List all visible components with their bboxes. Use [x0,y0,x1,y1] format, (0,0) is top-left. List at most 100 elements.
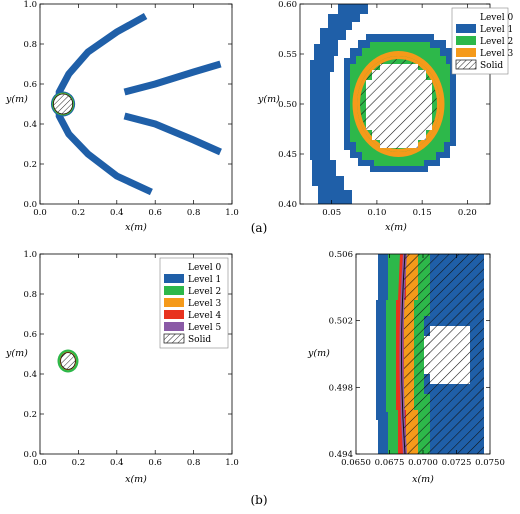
legend-swatch [164,286,184,295]
legend-label: Level 1 [188,275,221,285]
x-tick-label: 0.6 [148,208,162,218]
legend-label: Level 0 [188,263,221,273]
y-tick-label: 0.498 [329,383,353,393]
level1-band [123,60,222,96]
level1-region [310,4,368,204]
axis-ticks: 0.0650 0.0675 0.0700 0.0725 0.0750 0.494 0.498… [329,250,505,468]
x-axis-label: x(m) [385,222,407,233]
y-tick-label: 0.6 [23,80,37,90]
plot-frame [39,253,233,455]
panel-a-left: 0.0 0.2 0.4 0.6 0.8 1.0 0.0 0.2 0.4 0.6 0.8 1.0 x(m… [5,0,239,233]
x-tick-label: 0.15 [413,208,432,218]
level1-band [123,112,222,156]
y-tick-label: 0.60 [278,0,297,10]
legend-label: Level 2 [480,37,513,47]
y-tick-label: 0.506 [329,250,353,260]
x-tick-label: 0.0750 [475,458,505,468]
legend-label: Level 5 [188,323,221,333]
y-tick-label: 0.50 [278,100,297,110]
axis-ticks: 0.0 0.2 0.4 0.6 0.8 1.0 0.0 0.2 0.4 0.6 0.8 1.0 [23,250,238,468]
x-tick-label: 0.0675 [375,458,405,468]
panel-b-right: 0.0650 0.0675 0.0700 0.0725 0.0750 0.494 0.498… [307,250,505,485]
legend-swatch [164,322,184,331]
legend-swatch [456,48,476,57]
y-tick-label: 0.502 [329,317,353,327]
legend-swatch [164,262,184,271]
y-axis-label: y(m) [307,348,330,359]
y-tick-label: 0.40 [278,200,297,210]
legend-swatch [456,36,476,45]
legend-label: Level 2 [188,287,221,297]
y-axis-label: y(m) [5,94,28,105]
solid-hatch-core [424,326,470,384]
refinement-field [50,12,222,196]
x-tick-label: 0.8 [187,208,201,218]
x-axis-label: x(m) [125,222,147,233]
y-tick-label: 0.2 [23,410,37,420]
legend-label: Solid [188,335,211,345]
y-tick-label: 0.2 [23,160,37,170]
panel-a-right: 0.05 0.10 0.15 0.20 0.40 0.45 0.50 0.55 0.60 x(m… [257,0,513,233]
level0-edge [484,254,490,454]
x-tick-label: 0.0650 [341,458,371,468]
legend-swatch-hatch [164,334,184,343]
legend: Level 0 Level 1 Level 2 Level 3 Level 4 Level… [159,257,229,349]
x-tick-label: 0.0725 [442,458,472,468]
y-tick-label: 1.0 [23,0,37,10]
x-tick-label: 0.05 [322,208,341,218]
x-tick-label: 1.0 [225,458,239,468]
legend-label: Level 0 [480,13,513,23]
y-tick-label: 0.6 [23,330,37,340]
y-tick-label: 1.0 [23,250,37,260]
solid-hatch [53,93,74,115]
legend-swatch [164,298,184,307]
legend-swatch [164,274,184,283]
y-axis-label: y(m) [5,348,28,359]
legend-swatch [164,310,184,319]
caption-b: (b) [250,493,267,507]
y-tick-label: 0.55 [278,50,297,60]
y-axis-label: y(m) [257,94,280,105]
x-tick-label: 0.20 [458,208,477,218]
y-tick-label: 0.494 [329,450,353,460]
axis-ticks: 0.0 0.2 0.4 0.6 0.8 1.0 0.0 0.2 0.4 0.6 0.8 1.0 [23,0,238,218]
legend-label: Level 1 [480,25,513,35]
y-tick-label: 0.8 [23,290,37,300]
level5-band [399,254,407,454]
x-tick-label: 0.0 [33,458,47,468]
legend: Level 0 Level 1 Level 2 Level 3 Solid [451,7,513,75]
solid-boundary [401,254,406,454]
plot-frame [39,3,233,205]
legend-label: Level 3 [188,299,221,309]
y-tick-label: 0.4 [23,370,37,380]
y-tick-label: 0.45 [278,150,297,160]
x-tick-label: 0.8 [187,458,201,468]
x-tick-label: 0.10 [367,208,386,218]
x-tick-label: 0.4 [110,208,124,218]
x-tick-label: 0.0700 [408,458,438,468]
x-axis-label: x(m) [125,474,147,485]
level3-boundary [357,56,440,152]
legend-label: Level 4 [188,311,221,321]
panel-b-left: 0.0 0.2 0.4 0.6 0.8 1.0 0.0 0.2 0.4 0.6 0.8 1.0 x(m… [5,250,239,485]
solid-hatch-front [404,254,430,454]
x-tick-label: 0.2 [72,208,86,218]
x-tick-label: 0.0 [33,208,47,218]
x-axis-label: x(m) [412,474,434,485]
y-tick-label: 0.8 [23,40,37,50]
legend-swatch-hatch [456,60,476,69]
refinement-field [376,254,490,454]
y-tick-label: 0.0 [23,200,37,210]
x-tick-label: 0.2 [72,458,86,468]
x-tick-label: 0.4 [110,458,124,468]
legend-swatch [456,24,476,33]
refinement-field [310,4,456,204]
legend-label: Solid [480,61,503,71]
solid-hatch-core [366,64,432,148]
legend-label: Level 3 [480,49,513,59]
axis-ticks: 0.05 0.10 0.15 0.20 0.40 0.45 0.50 0.55 0.60 [278,0,490,218]
y-tick-label: 0.0 [23,450,37,460]
x-tick-label: 0.6 [148,458,162,468]
x-tick-label: 1.0 [225,208,239,218]
